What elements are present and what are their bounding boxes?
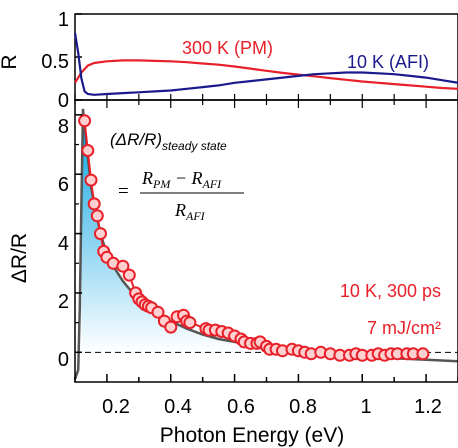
formula-lhs: (ΔR/R)steady state	[110, 130, 227, 153]
measured-point	[84, 173, 98, 187]
xtick-label: 1	[360, 396, 371, 418]
steady-state-area-fill	[81, 108, 315, 353]
xtick-label: 1.2	[414, 396, 442, 418]
top-ytick-label: 0	[58, 90, 69, 112]
measured-point	[116, 259, 130, 273]
measured-point	[416, 347, 430, 361]
formula-denominator: RAFI	[174, 200, 206, 223]
fluence-label: 7 mJ/cm²	[367, 318, 441, 338]
bottom-ytick-label: 2	[58, 291, 69, 313]
measured-point	[164, 320, 178, 334]
top-ylabel: R	[0, 54, 21, 69]
xlabel: Photon Energy (eV)	[160, 424, 344, 447]
xtick-label: 0.2	[102, 396, 130, 418]
formula-numerator: RPM − RAFI	[141, 168, 222, 191]
top-ytick-label: 1	[58, 9, 69, 31]
xtick-label: 0.4	[164, 396, 192, 418]
measured-point	[151, 305, 165, 319]
delta-reflectivity-panel	[73, 99, 458, 383]
bottom-ytick-label: 4	[58, 233, 69, 255]
series-300k-line	[74, 59, 458, 90]
xtick-label: 0.8	[289, 396, 317, 418]
measured-point	[94, 227, 107, 241]
legend-label-10k: 10 K (AFI)	[347, 52, 429, 72]
bottom-ytick-label: 8	[58, 116, 69, 138]
bottom-ylabel: ΔR/R	[8, 233, 31, 283]
top-ytick-label: 0.5	[41, 51, 69, 73]
measured-point	[183, 316, 197, 330]
formula-equals: =	[118, 181, 129, 202]
measured-point	[122, 268, 136, 282]
measured-point	[90, 209, 104, 223]
series-10k-line	[73, 32, 458, 96]
measured-point	[78, 114, 92, 128]
legend-label-300k: 300 K (PM)	[182, 38, 273, 58]
measured-point	[87, 197, 101, 211]
bottom-ytick-label: 6	[58, 174, 69, 196]
xtick-label: 0.6	[227, 396, 255, 418]
condition-label: 10 K, 300 ps	[340, 281, 441, 301]
measured-point	[81, 144, 95, 157]
bottom-ytick-label: 0	[58, 349, 69, 371]
